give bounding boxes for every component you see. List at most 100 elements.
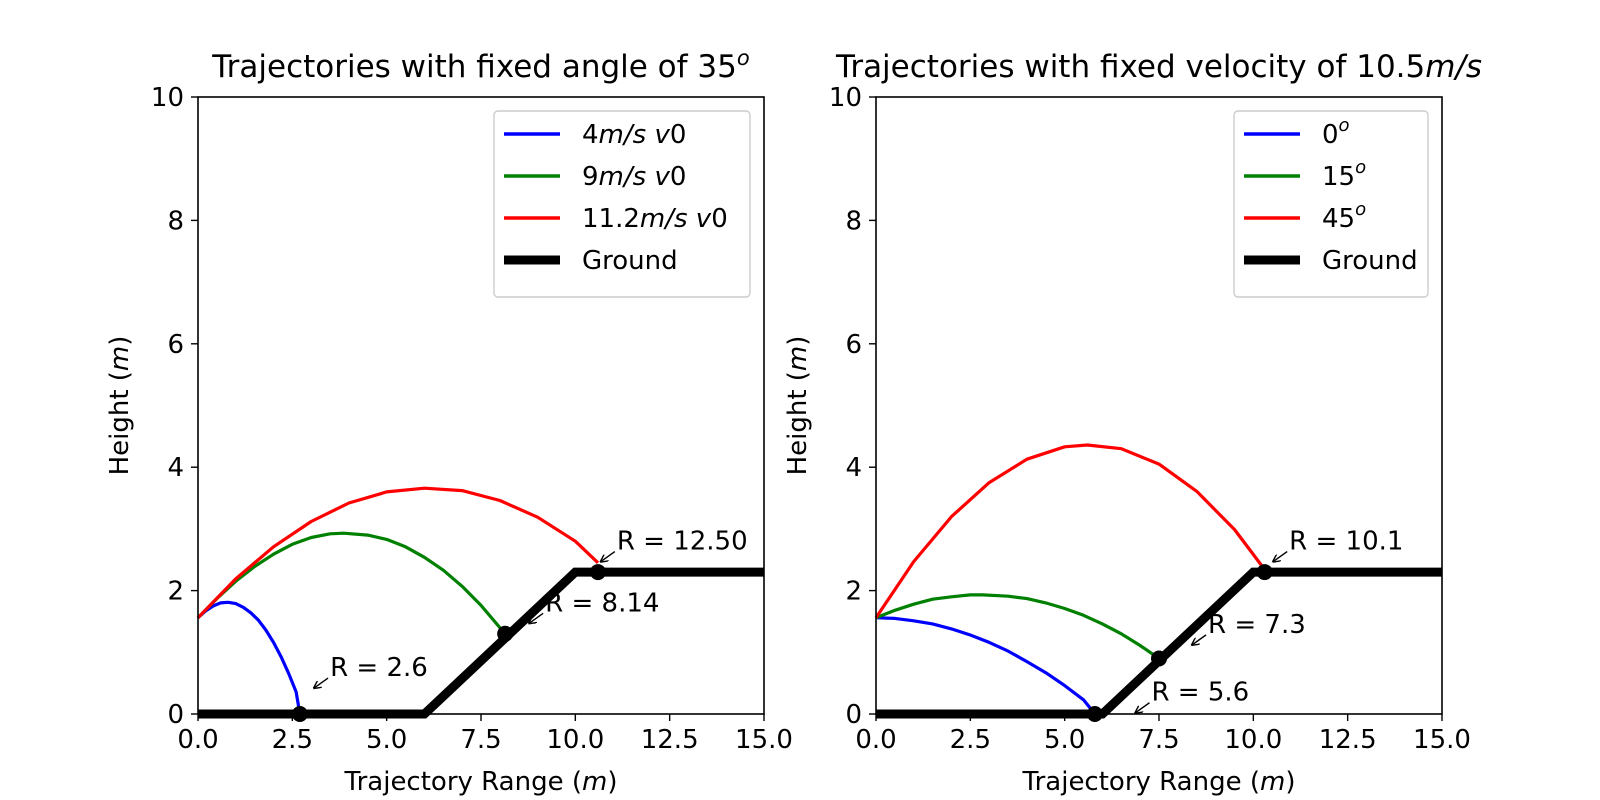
y-axis-label-unit: m <box>783 346 813 371</box>
x-tick-label-2: 5.0 <box>1044 725 1085 755</box>
legend-label-superscript: o <box>1355 199 1366 220</box>
x-axis-label-unit: m <box>582 767 607 797</box>
chart-title: Trajectories with fixed velocity of 10.5… <box>835 49 1482 85</box>
y-tick-label-1: 2 <box>167 577 184 607</box>
range-annotation-0: R = 5.6 <box>1151 678 1249 708</box>
range-annotation-2: R = 10.1 <box>1289 527 1403 557</box>
legend-label-part-1: m/s <box>640 204 688 234</box>
legend-label-part-0: Ground <box>582 246 678 276</box>
x-tick-label-6: 15.0 <box>1413 725 1471 755</box>
legend-label-0: 4m/s v0 <box>582 120 686 150</box>
x-tick-label-6: 15.0 <box>735 725 793 755</box>
title-unit: m/s <box>1425 49 1482 85</box>
annotation-arrow-0 <box>314 677 329 688</box>
title-text: Trajectories with fixed angle of 35 <box>211 49 737 85</box>
y-tick-label-4: 8 <box>167 206 184 236</box>
legend-label-part-4: 0 <box>670 120 687 150</box>
y-tick-label-5: 10 <box>829 83 862 113</box>
x-tick-label-0: 0.0 <box>855 725 896 755</box>
legend-label-part-2 <box>646 162 654 192</box>
x-tick-label-0: 0.0 <box>177 725 218 755</box>
x-axis-label-text: Trajectory Range ( <box>1022 767 1260 797</box>
title-text: Trajectories with fixed velocity of 10.5 <box>835 49 1425 85</box>
y-tick-label-4: 8 <box>845 206 862 236</box>
legend-label-part-3: v <box>654 120 670 150</box>
legend-label-2: 11.2m/s v0 <box>582 204 728 234</box>
x-tick-label-2: 5.0 <box>366 725 407 755</box>
series-line-0 <box>875 616 1097 716</box>
y-tick-label-0: 0 <box>167 700 184 730</box>
legend-label-part-0: 15 <box>1322 162 1355 192</box>
left-chart-panel: R = 2.6 R = 8.14 R = 12.50 0.0 2.5 5.0 7.5 10.0… <box>105 46 793 797</box>
annotation-arrow-2 <box>1273 551 1288 562</box>
annotation-arrow-1 <box>529 612 544 623</box>
x-axis-label: Trajectory Range (m) <box>344 767 618 797</box>
legend-label-1: 9m/s v0 <box>582 162 686 192</box>
y-tick-label-3: 6 <box>845 330 862 360</box>
y-tick-label-2: 4 <box>845 453 862 483</box>
y-axis-label-end: ) <box>105 336 135 346</box>
x-tick-label-3: 7.5 <box>460 725 501 755</box>
y-axis-label: Height (m) <box>105 336 135 476</box>
legend-label-superscript: o <box>1339 115 1350 136</box>
x-tick-label-1: 2.5 <box>950 725 991 755</box>
series-line-0 <box>196 600 302 715</box>
range-annotation-1: R = 8.14 <box>545 588 659 618</box>
y-tick-label-1: 2 <box>845 577 862 607</box>
y-axis-label-unit: m <box>105 346 135 371</box>
title-superscript: o <box>737 46 750 70</box>
landing-marker-1 <box>1151 650 1167 667</box>
legend-label-0: 0o <box>1322 115 1350 150</box>
landing-marker-1 <box>497 625 514 642</box>
x-tick-label-1: 2.5 <box>272 725 313 755</box>
x-axis-label-end: ) <box>607 767 617 797</box>
y-tick-label-2: 4 <box>167 453 184 483</box>
legend-frame <box>493 110 751 298</box>
y-axis-label-text: Height ( <box>783 371 813 475</box>
legend-label-part-0: 4 <box>582 120 599 150</box>
y-tick-label-5: 10 <box>151 83 184 113</box>
legend-label-part-1: m/s <box>599 120 647 150</box>
legend-label-part-3: v <box>696 204 712 234</box>
legend-label-part-0: 45 <box>1322 204 1355 234</box>
annotation-arrow-0 <box>1135 702 1150 713</box>
legend-label-part-2 <box>646 120 654 150</box>
legend-label-3: Ground <box>582 246 678 276</box>
range-annotation-0: R = 2.6 <box>330 653 428 683</box>
y-axis-label-end: ) <box>783 336 813 346</box>
legend-label-superscript: o <box>1355 157 1366 178</box>
x-tick-label-5: 12.5 <box>1319 725 1377 755</box>
range-annotation-1: R = 7.3 <box>1208 610 1306 640</box>
legend-label-part-4: 0 <box>711 204 728 234</box>
landing-marker-2 <box>589 564 606 581</box>
x-tick-label-4: 10.0 <box>1224 725 1282 755</box>
legend-label-part-3: v <box>654 162 670 192</box>
x-tick-label-5: 12.5 <box>641 725 699 755</box>
x-axis-label-unit: m <box>1260 767 1285 797</box>
y-tick-label-0: 0 <box>845 700 862 730</box>
x-tick-label-4: 10.0 <box>546 725 604 755</box>
x-axis-label: Trajectory Range (m) <box>1022 767 1296 797</box>
chart-title: Trajectories with fixed angle of 35o <box>211 46 749 85</box>
legend-label-part-0: Ground <box>1322 246 1418 276</box>
legend-label-part-0: 0 <box>1322 120 1339 150</box>
x-axis-label-text: Trajectory Range ( <box>344 767 582 797</box>
x-axis-label-end: ) <box>1285 767 1295 797</box>
legend-label-part-0: 9 <box>582 162 599 192</box>
legend-label-part-2 <box>688 204 696 234</box>
series-line-1 <box>196 531 507 635</box>
legend-label-part-4: 0 <box>670 162 687 192</box>
legend-frame <box>1233 110 1429 298</box>
legend-label-part-1: m/s <box>599 162 647 192</box>
annotation-arrow-2 <box>601 551 616 562</box>
range-annotation-2: R = 12.50 <box>617 527 748 557</box>
y-axis-label: Height (m) <box>783 336 813 476</box>
series-line-1 <box>875 593 1160 660</box>
annotation-arrow-1 <box>1192 634 1207 645</box>
y-tick-label-3: 6 <box>167 330 184 360</box>
right-chart-panel: R = 5.6 R = 7.3 R = 10.1 0.0 2.5 5.0 7.5 10.0 12… <box>783 49 1482 797</box>
legend-label-3: Ground <box>1322 246 1418 276</box>
